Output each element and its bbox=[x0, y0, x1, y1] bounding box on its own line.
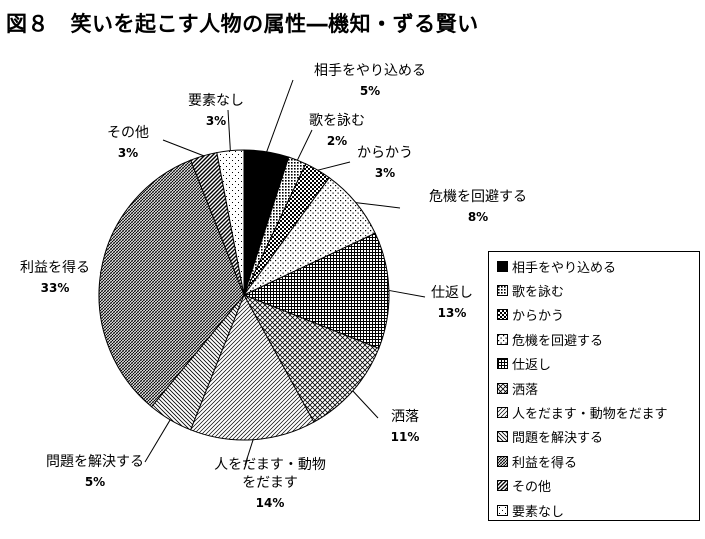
leader-line-4 bbox=[355, 202, 401, 209]
value-label-2: 2% bbox=[327, 134, 347, 148]
legend-item-10: その他 bbox=[497, 474, 699, 498]
legend-swatch-5 bbox=[497, 358, 508, 370]
legend-swatch-8 bbox=[497, 431, 508, 443]
legend-label-4: 危機を回避する bbox=[512, 333, 604, 349]
legend-label-7: 人をだます・動物をだます bbox=[512, 407, 668, 423]
leader-line-11 bbox=[227, 109, 231, 151]
value-label-11: 3% bbox=[206, 114, 226, 128]
value-label-1: 5% bbox=[360, 84, 380, 98]
value-label-3: 3% bbox=[375, 166, 395, 180]
legend-label-6: 洒落 bbox=[512, 382, 539, 398]
legend-label-5: 仕返し bbox=[512, 358, 552, 374]
pie-slice-9 bbox=[98, 159, 245, 408]
leader-line-6 bbox=[352, 390, 379, 419]
legend-swatch-11 bbox=[497, 504, 508, 516]
legend-swatch-4 bbox=[497, 333, 508, 345]
slice-label-5: 仕返し bbox=[431, 285, 473, 301]
legend-item-5: 仕返し bbox=[497, 352, 699, 376]
value-label-10: 3% bbox=[118, 146, 138, 160]
legend: 相手をやり込める 歌を詠むからかう危機を回避する 仕返し洒落人をだます・動物をだます… bbox=[488, 251, 700, 521]
leader-line-5 bbox=[388, 289, 426, 298]
value-label-8: 5% bbox=[85, 475, 105, 489]
leader-line-10 bbox=[162, 139, 204, 157]
legend-label-1: 相手をやり込める bbox=[512, 260, 617, 276]
slice-label-8: 問題を解決する bbox=[46, 454, 144, 470]
legend-swatch-10 bbox=[497, 480, 508, 492]
slice-label-10: その他 bbox=[107, 125, 149, 141]
legend-item-7: 人をだます・動物をだます bbox=[497, 400, 699, 424]
value-label-9: 33% bbox=[41, 281, 70, 295]
legend-label-9: 利益を得る bbox=[512, 455, 578, 471]
legend-label-8: 問題を解決する bbox=[512, 431, 604, 447]
pie-slice-6 bbox=[242, 294, 380, 423]
legend-item-9: 利益を得る bbox=[497, 449, 699, 473]
slice-label-4: 危機を回避する bbox=[429, 189, 527, 205]
slice-label-6: 洒落 bbox=[391, 409, 419, 425]
legend-item-11: 要素なし bbox=[497, 498, 699, 522]
slice-label-2: 歌を詠む bbox=[309, 113, 365, 129]
legend-swatch-2 bbox=[497, 285, 508, 297]
slice-label-11: 要素なし bbox=[188, 93, 244, 109]
value-label-6: 11% bbox=[391, 430, 420, 444]
leader-line-2 bbox=[296, 129, 313, 161]
legend-label-2: 歌を詠む bbox=[512, 285, 565, 301]
legend-item-8: 問題を解決する bbox=[497, 425, 699, 449]
legend-swatch-3 bbox=[497, 309, 508, 321]
value-label-5: 13% bbox=[438, 306, 467, 320]
legend-item-4: 危機を回避する bbox=[497, 327, 699, 351]
leader-line-8 bbox=[144, 419, 171, 463]
leader-line-3 bbox=[317, 161, 351, 171]
slice-label-1: 相手をやり込める bbox=[314, 63, 426, 79]
legend-item-2: 歌を詠む bbox=[497, 278, 699, 302]
legend-item-3: からかう bbox=[497, 303, 699, 327]
legend-label-3: からかう bbox=[512, 309, 565, 325]
chart-title: 図８ 笑いを起こす人物の属性―機知・ずる賢い bbox=[6, 12, 479, 36]
legend-label-10: その他 bbox=[512, 480, 552, 496]
legend-swatch-1 bbox=[497, 260, 508, 272]
value-label-7: 14% bbox=[256, 496, 285, 510]
legend-swatch-6 bbox=[497, 382, 508, 394]
pie-slice-7 bbox=[189, 293, 315, 441]
slice-label-9: 利益を得る bbox=[20, 259, 90, 276]
leader-line-7 bbox=[244, 439, 254, 466]
legend-swatch-7 bbox=[497, 407, 508, 419]
legend-swatch-9 bbox=[497, 455, 508, 467]
legend-item-6: 洒落 bbox=[497, 376, 699, 400]
slice-label-3: からかう bbox=[357, 145, 413, 161]
legend-label-11: 要素なし bbox=[512, 504, 565, 520]
slice-label-7: 人をだます・動物をだます bbox=[214, 457, 326, 491]
value-label-4: 8% bbox=[468, 210, 488, 224]
legend-item-1: 相手をやり込める bbox=[497, 254, 699, 278]
leader-line-1 bbox=[266, 79, 294, 152]
